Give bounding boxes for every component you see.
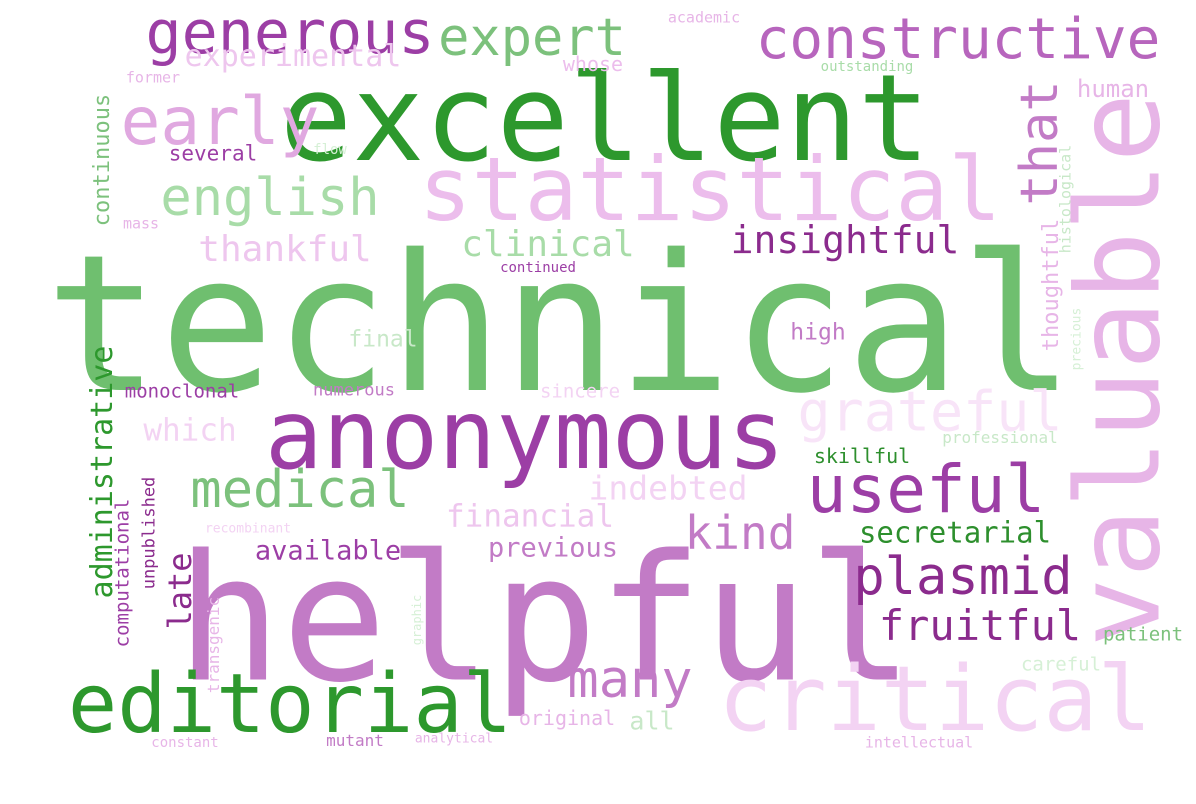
word-former: former — [125, 68, 181, 87]
word-constant: constant — [151, 735, 219, 751]
word-all: all — [629, 706, 675, 736]
word-whose: whose — [562, 52, 624, 76]
word-financial: financial — [446, 498, 614, 535]
word-original: original — [518, 706, 616, 730]
word-unpublished: unpublished — [139, 476, 160, 590]
word-anonymous: anonymous — [264, 379, 786, 491]
word-mass: mass — [122, 214, 160, 233]
word-high: high — [790, 319, 846, 346]
word-precious: precious — [1069, 307, 1085, 371]
word-technical: technical — [45, 214, 1075, 435]
word-available: available — [254, 535, 402, 567]
word-which: which — [143, 412, 237, 449]
word-early: early — [120, 83, 320, 160]
word-editorial: editorial — [67, 657, 513, 752]
word-skillful: skillful — [813, 444, 911, 468]
word-secretarial: secretarial — [858, 515, 1052, 550]
word-kind: kind — [684, 506, 796, 560]
word-monoclonal: monoclonal — [124, 380, 240, 403]
word-patient: patient — [1102, 623, 1184, 646]
word-transgenic: transgenic — [204, 596, 223, 694]
word-previous: previous — [487, 532, 619, 564]
word-final: final — [348, 326, 418, 353]
word-graphic: graphic — [410, 594, 424, 646]
word-clinical: clinical — [461, 224, 635, 265]
word-several: several — [168, 141, 258, 166]
word-medical: medical — [190, 460, 410, 520]
word-professional: professional — [942, 428, 1058, 447]
word-analytical: analytical — [414, 731, 494, 747]
word-constructive: constructive — [755, 7, 1161, 72]
word-fruitful: fruitful — [878, 601, 1082, 650]
word-academic: academic — [667, 8, 741, 27]
word-excellent: excellent — [279, 50, 931, 189]
word-intellectual: intellectual — [864, 733, 974, 752]
word-human: human — [1076, 75, 1150, 103]
word-many: many — [567, 650, 693, 710]
word-sincere: sincere — [539, 380, 621, 403]
word-helpful: helpful — [176, 518, 914, 722]
word-computational: computational — [111, 498, 134, 648]
word-insightful: insightful — [730, 218, 960, 262]
word-experimental: experimental — [184, 39, 402, 74]
word-useful: useful — [806, 451, 1046, 528]
word-statistical: statistical — [418, 138, 1002, 241]
word-english: english — [160, 168, 380, 228]
word-recombinant: recombinant — [204, 521, 292, 537]
word-indebted: indebted — [588, 468, 748, 508]
word-grateful: grateful — [797, 379, 1063, 444]
word-histological: histological — [1056, 144, 1075, 254]
word-outstanding: outstanding — [820, 59, 914, 75]
word-critical: critical — [718, 647, 1152, 752]
word-continued: continued — [500, 260, 576, 276]
word-careful: careful — [1020, 653, 1102, 676]
word-flow: flow — [313, 142, 347, 158]
word-thankful: thankful — [198, 229, 372, 270]
word-mutant: mutant — [326, 731, 384, 750]
word-expert: expert — [438, 8, 626, 68]
word-plasmid: plasmid — [853, 547, 1073, 607]
word-generous: generous — [145, 0, 435, 68]
word-numerous: numerous — [313, 380, 395, 401]
word-continuous: continuous — [90, 93, 115, 227]
word-late: late — [161, 552, 199, 630]
